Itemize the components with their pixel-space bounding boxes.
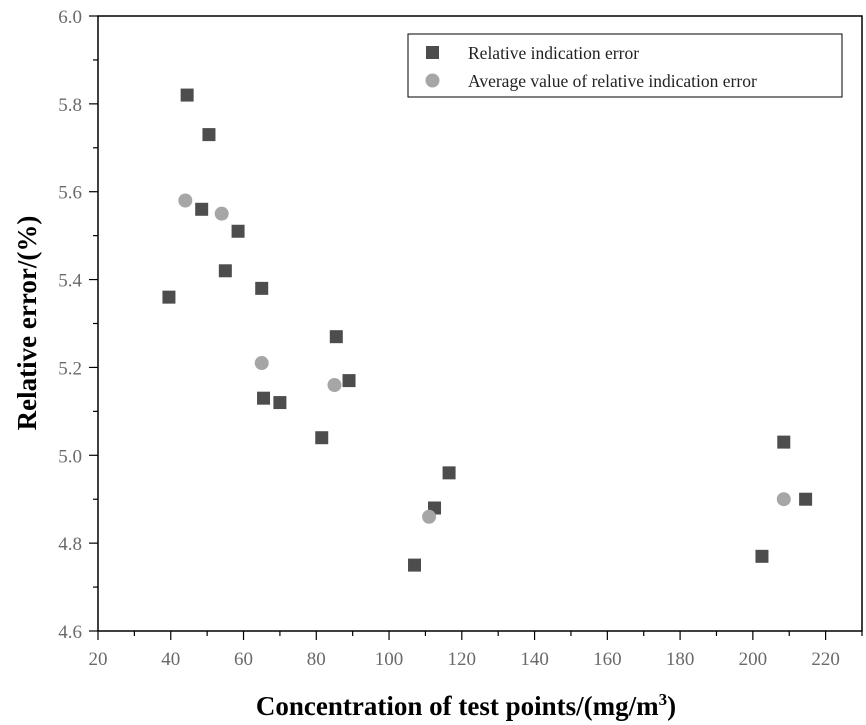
x-tick-label: 120 bbox=[448, 649, 477, 670]
x-tick-label: 20 bbox=[89, 649, 108, 670]
legend-box bbox=[407, 33, 843, 98]
y-tick-label: 5.2 bbox=[58, 358, 82, 379]
x-axis-title-main: Concentration of test points/(mg/m bbox=[256, 691, 659, 721]
legend-square-marker bbox=[426, 46, 439, 59]
relative-error-point bbox=[255, 281, 269, 295]
relative-error-point bbox=[342, 374, 356, 388]
average-error-point bbox=[327, 378, 342, 392]
y-tick-label: 4.6 bbox=[58, 622, 82, 643]
relative-error-point bbox=[273, 396, 287, 410]
relative-error-point bbox=[442, 466, 456, 480]
x-axis-title-end: ) bbox=[667, 691, 676, 721]
y-tick-label: 4.8 bbox=[58, 534, 82, 555]
x-axis-title: Concentration of test points/(mg/m3) bbox=[256, 690, 676, 721]
x-tick-label: 60 bbox=[234, 649, 253, 670]
relative-error-point bbox=[202, 128, 216, 142]
relative-error-point bbox=[257, 391, 271, 405]
average-error-point bbox=[422, 509, 437, 524]
axis-ticks bbox=[89, 15, 863, 640]
x-tick-label: 40 bbox=[161, 649, 180, 670]
relative-error-point bbox=[162, 290, 176, 304]
y-tick-label: 5.4 bbox=[58, 271, 82, 292]
y-axis-title: Relative error/(%) bbox=[12, 216, 42, 431]
x-tick-label: 100 bbox=[375, 649, 404, 670]
legend-label-average-error: Average value of relative indication err… bbox=[468, 71, 757, 91]
x-tick-label: 180 bbox=[666, 649, 695, 670]
y-tick-label: 5.6 bbox=[58, 183, 82, 204]
legend-circle-marker bbox=[425, 73, 440, 88]
y-tick-label: 5.0 bbox=[58, 446, 82, 467]
relative-error-point bbox=[329, 330, 343, 344]
relative-error-point bbox=[315, 431, 329, 445]
relative-error-point bbox=[799, 492, 813, 506]
tick-labels: 20 40 60 80 100 120 140 160 180 200 220 4.6 4.8 5.0 5.… bbox=[58, 7, 840, 670]
legend-label-relative-error: Relative indication error bbox=[468, 43, 639, 63]
average-error-point bbox=[776, 492, 791, 507]
y-tick-label: 6.0 bbox=[58, 7, 82, 28]
relative-error-point bbox=[408, 558, 422, 572]
y-tick-label: 5.8 bbox=[58, 95, 82, 116]
x-tick-label: 160 bbox=[593, 649, 622, 670]
data-points bbox=[162, 88, 813, 572]
relative-error-point bbox=[755, 549, 769, 563]
x-tick-label: 200 bbox=[739, 649, 768, 670]
relative-error-point bbox=[777, 435, 791, 449]
relative-error-point bbox=[231, 224, 245, 238]
x-tick-label: 140 bbox=[520, 649, 549, 670]
relative-error-point bbox=[218, 264, 232, 278]
average-error-point bbox=[178, 193, 193, 208]
legend: Relative indication error Average value … bbox=[407, 33, 843, 98]
x-tick-label: 80 bbox=[307, 649, 326, 670]
relative-error-point bbox=[180, 88, 194, 102]
average-error-point bbox=[214, 206, 229, 221]
x-axis-title-superscript: 3 bbox=[659, 690, 668, 709]
relative-error-point bbox=[195, 202, 209, 216]
average-error-point bbox=[254, 356, 269, 371]
x-tick-label: 220 bbox=[811, 649, 840, 670]
plot-frame bbox=[97, 15, 863, 632]
